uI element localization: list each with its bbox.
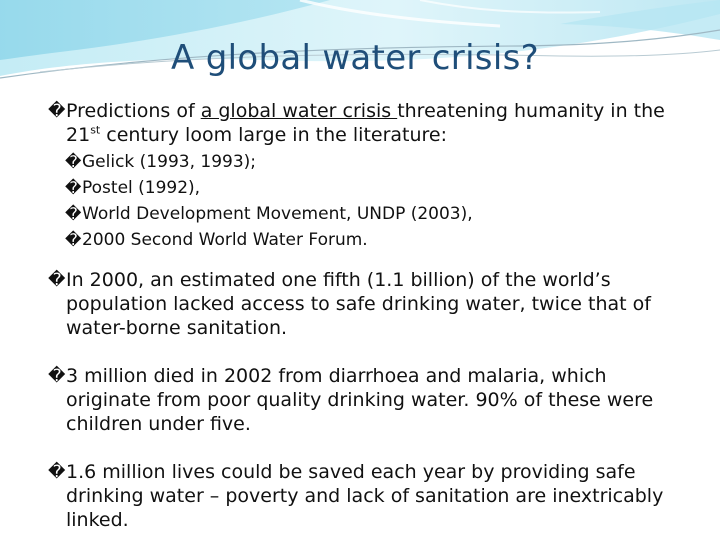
bullet-lives-saved: � 1.6 million lives could be saved each … [48, 460, 688, 532]
slide-title: A global water crisis? [171, 38, 539, 78]
source-text: Postel (1992), [82, 178, 201, 198]
access-water-text: In 2000, an estimated one fifth (1.1 bil… [66, 269, 651, 339]
source-item: � Gelick (1993, 1993); [48, 149, 688, 175]
swoosh-band-blue [0, 0, 330, 60]
source-item: � Postel (1992), [48, 175, 688, 201]
source-item: � 2000 Second World Water Forum. [48, 227, 688, 253]
swoosh-line-2 [39, 49, 720, 73]
bullet-marker: � [48, 101, 66, 121]
swoosh-line-4 [419, 0, 601, 14]
predictions-underlined: a global water crisis [200, 100, 398, 122]
source-item: � World Development Movement, UNDP (2003… [48, 201, 688, 227]
sub-bullet-marker: � [65, 230, 82, 249]
bullet-predictions: � Predictions of a global water crisis t… [48, 99, 688, 147]
swoosh-band-right [560, 0, 720, 40]
bullet-deaths: � 3 million died in 2002 from diarrhoea … [48, 364, 688, 436]
decorative-swoosh-header [0, 0, 720, 79]
source-text: Gelick (1993, 1993); [82, 152, 257, 172]
sub-bullet-marker: � [65, 152, 82, 171]
predictions-prefix: Predictions of [66, 100, 201, 122]
bullet-marker: � [48, 270, 66, 290]
source-text: World Development Movement, UNDP (2003), [82, 204, 473, 224]
swoosh-line-1 [0, 29, 720, 79]
slide-body: � Predictions of a global water crisis t… [48, 99, 688, 532]
bullet-marker: � [48, 366, 66, 386]
sub-bullet-marker: � [65, 178, 82, 197]
predictions-text-b: century loom large in the literature: [100, 124, 448, 146]
lives-saved-text: 1.6 million lives could be saved each ye… [66, 461, 664, 531]
source-text: 2000 Second World Water Forum. [82, 230, 368, 250]
predictions-text-a: threatening humanity in the 21 [66, 100, 665, 146]
bullet-marker: � [48, 462, 66, 482]
deaths-text: 3 million died in 2002 from diarrhoea an… [66, 365, 654, 435]
predictions-superscript: st [90, 123, 101, 137]
bullet-access-water: � In 2000, an estimated one fifth (1.1 b… [48, 268, 688, 340]
source-list: � Gelick (1993, 1993); � Postel (1992), … [48, 149, 688, 253]
sub-bullet-marker: � [65, 204, 82, 223]
swoosh-line-3 [299, 0, 501, 28]
